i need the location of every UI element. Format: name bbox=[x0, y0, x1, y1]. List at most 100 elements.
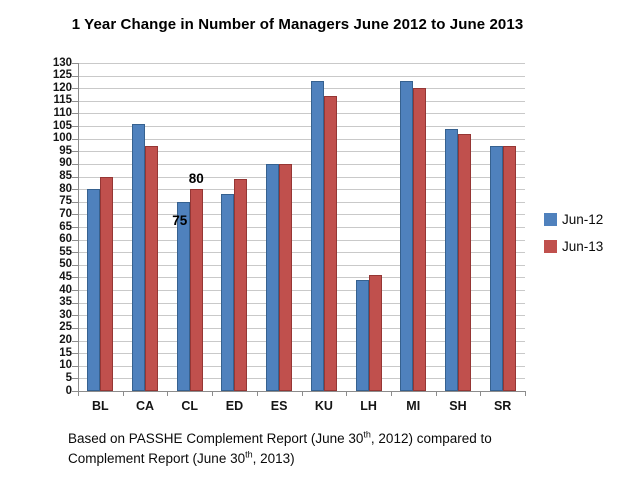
bar-jun-13-sh bbox=[457, 133, 471, 391]
source-note-line2: Complement Report (June 30th, 2013) bbox=[68, 449, 295, 466]
gridline bbox=[78, 151, 525, 153]
x-tick-mark bbox=[390, 391, 392, 396]
x-tick-label-lh: LH bbox=[360, 399, 377, 413]
gridline bbox=[78, 138, 525, 140]
y-tick-label: 90 bbox=[59, 157, 72, 170]
y-tick-mark bbox=[72, 126, 78, 128]
y-tick-label: 40 bbox=[59, 283, 72, 296]
bar-jun-13-lh bbox=[368, 274, 382, 391]
gridline bbox=[78, 227, 525, 228]
y-tick-mark bbox=[72, 378, 78, 380]
y-tick-label: 100 bbox=[52, 132, 72, 145]
y-tick-mark bbox=[72, 239, 78, 241]
bar-jun-13-es bbox=[279, 163, 293, 391]
y-tick-label: 65 bbox=[59, 220, 72, 233]
gridline bbox=[78, 100, 525, 102]
y-tick-label: 110 bbox=[53, 106, 72, 119]
y-tick-label: 115 bbox=[53, 94, 72, 107]
gridline bbox=[78, 239, 525, 241]
legend: Jun-12 Jun-13 bbox=[544, 206, 603, 260]
superscript-th: th bbox=[245, 449, 253, 460]
y-tick-label: 10 bbox=[59, 359, 72, 372]
y-tick-mark bbox=[72, 214, 78, 216]
x-tick-label-ed: ED bbox=[225, 399, 244, 413]
y-tick-mark bbox=[72, 100, 78, 102]
y-tick-label: 70 bbox=[59, 207, 72, 220]
y-axis-line bbox=[78, 63, 79, 392]
bar-jun-13-mi bbox=[413, 88, 427, 391]
bar-jun-13-ed bbox=[234, 179, 248, 391]
y-tick-mark bbox=[72, 353, 78, 355]
x-tick-mark bbox=[346, 391, 348, 396]
gridline bbox=[78, 302, 525, 304]
y-tick-label: 5 bbox=[65, 371, 72, 384]
y-tick-label: 80 bbox=[59, 182, 72, 195]
x-tick-mark bbox=[301, 391, 303, 396]
gridline bbox=[78, 378, 525, 380]
legend-item-jun12: Jun-12 bbox=[544, 206, 603, 233]
y-tick-label: 120 bbox=[52, 81, 72, 94]
y-tick-mark bbox=[72, 151, 78, 153]
superscript-th: th bbox=[363, 429, 371, 440]
bar-jun-12-ca bbox=[132, 123, 146, 391]
y-tick-mark bbox=[72, 113, 78, 115]
y-tick-mark bbox=[72, 227, 78, 228]
y-tick-mark bbox=[72, 252, 78, 254]
bar-jun-12-bl bbox=[87, 189, 101, 391]
gridline bbox=[78, 277, 525, 279]
bar-jun-12-es bbox=[266, 163, 280, 391]
legend-label-jun13: Jun-13 bbox=[562, 239, 604, 254]
y-tick-label: 125 bbox=[52, 69, 72, 82]
x-tick-mark bbox=[122, 391, 124, 396]
y-tick-mark bbox=[72, 277, 78, 279]
y-tick-label: 20 bbox=[59, 334, 72, 347]
x-tick-mark bbox=[167, 391, 169, 396]
x-tick-label-ku: KU bbox=[314, 399, 333, 413]
gridline bbox=[78, 113, 525, 115]
data-label-80: 80 bbox=[188, 171, 204, 187]
x-tick-label-bl: BL bbox=[92, 399, 109, 413]
y-tick-label: 130 bbox=[52, 56, 72, 69]
y-tick-label: 30 bbox=[59, 308, 72, 321]
gridline bbox=[78, 126, 525, 128]
x-tick-label-es: ES bbox=[270, 399, 288, 413]
legend-label-jun12: Jun-12 bbox=[562, 212, 604, 227]
gridline bbox=[78, 365, 525, 367]
gridline bbox=[78, 264, 525, 266]
gridline bbox=[78, 88, 525, 90]
source-note: Based on PASSHE Complement Report (June … bbox=[68, 429, 588, 469]
y-tick-mark bbox=[72, 290, 78, 292]
y-tick-mark bbox=[72, 315, 78, 317]
bar-jun-12-ku bbox=[310, 80, 324, 391]
bar-jun-13-bl bbox=[100, 176, 114, 391]
x-tick-label-ca: CA bbox=[136, 399, 155, 413]
y-tick-label: 0 bbox=[65, 384, 72, 397]
y-tick-label: 85 bbox=[59, 170, 72, 183]
x-tick-label-sr: SR bbox=[493, 399, 512, 413]
x-tick-mark bbox=[480, 391, 482, 396]
y-tick-mark bbox=[72, 63, 78, 64]
x-tick-mark bbox=[435, 391, 437, 396]
x-tick-mark bbox=[78, 391, 79, 396]
gridline bbox=[78, 75, 525, 77]
y-tick-label: 105 bbox=[52, 119, 72, 132]
gridline bbox=[78, 189, 525, 191]
bar-jun-12-ed bbox=[221, 194, 235, 391]
bar-jun-13-ca bbox=[145, 146, 159, 391]
data-label-75: 75 bbox=[172, 212, 188, 228]
y-tick-label: 95 bbox=[59, 144, 72, 157]
bar-jun-13-cl bbox=[189, 189, 203, 391]
y-tick-label: 25 bbox=[59, 321, 72, 334]
y-tick-label: 50 bbox=[59, 258, 72, 271]
y-tick-mark bbox=[72, 75, 78, 77]
y-tick-label: 60 bbox=[59, 233, 72, 246]
y-tick-label: 35 bbox=[59, 296, 72, 309]
bar-jun-12-sr bbox=[489, 146, 503, 391]
gridline bbox=[78, 214, 525, 216]
x-tick-label-mi: MI bbox=[406, 399, 421, 413]
y-tick-mark bbox=[72, 365, 78, 367]
gridline bbox=[78, 327, 525, 329]
gridline bbox=[78, 176, 525, 178]
y-tick-mark bbox=[72, 176, 78, 178]
y-tick-mark bbox=[72, 264, 78, 266]
